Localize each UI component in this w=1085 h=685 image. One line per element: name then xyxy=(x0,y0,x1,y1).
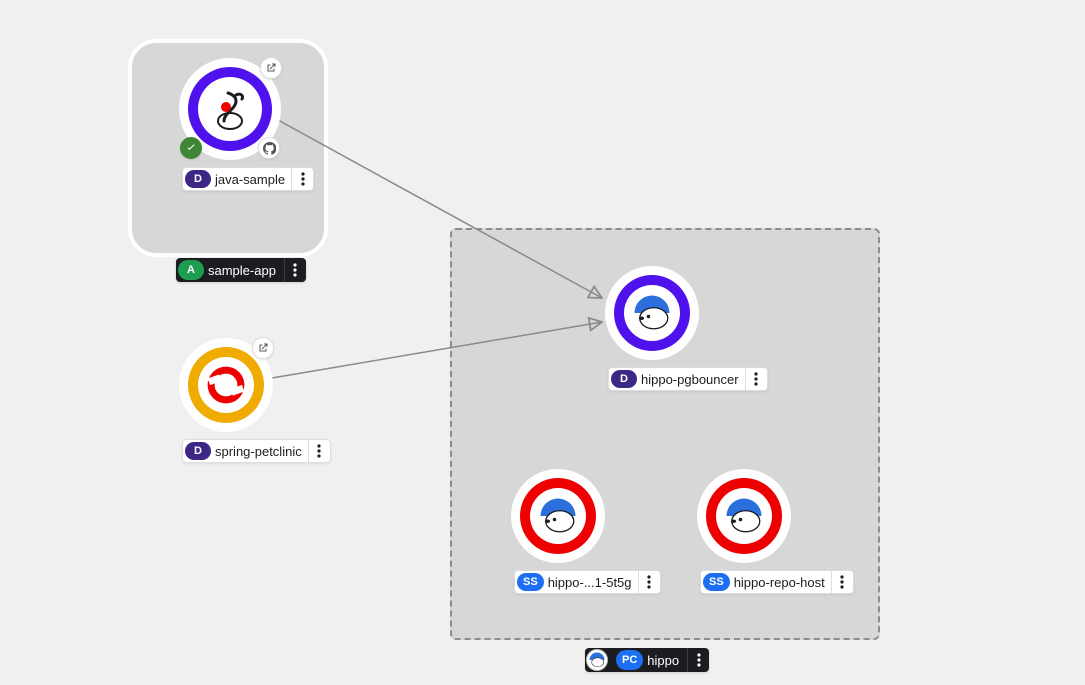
node-label-text: hippo-pgbouncer xyxy=(641,368,745,390)
node-hippo-pgbouncer[interactable]: D hippo-pgbouncer xyxy=(608,269,696,391)
node-menu-button[interactable] xyxy=(745,368,767,390)
node-spring-petclinic[interactable]: D spring-petclinic xyxy=(182,341,270,463)
crunchy-icon xyxy=(624,285,680,341)
crunchy-icon xyxy=(530,488,586,544)
kind-badge: D xyxy=(611,370,637,388)
external-link-icon[interactable] xyxy=(252,337,274,359)
status-check-icon xyxy=(180,137,202,159)
node-label-text: java-sample xyxy=(215,168,291,190)
group-kind-badge: A xyxy=(178,260,204,280)
node-label-row: D java-sample xyxy=(182,167,314,191)
node-java-sample[interactable]: D java-sample xyxy=(182,61,278,191)
node-menu-button[interactable] xyxy=(308,440,330,462)
node-hippo-repo-host[interactable]: SS hippo-repo-host xyxy=(700,472,788,594)
group-label-sample-app[interactable]: A sample-app xyxy=(176,258,306,282)
kind-badge: D xyxy=(185,442,211,460)
external-link-icon[interactable] xyxy=(260,57,282,79)
topology-canvas[interactable]: D java-sample A sample-app xyxy=(0,0,1085,685)
crunchy-icon xyxy=(716,488,772,544)
node-hippo-1-5t5g[interactable]: SS hippo-...1-5t5g xyxy=(514,472,602,594)
node-menu-button[interactable] xyxy=(291,168,313,190)
node-menu-button[interactable] xyxy=(638,571,660,593)
kind-badge: D xyxy=(185,170,211,188)
node-menu-button[interactable] xyxy=(831,571,853,593)
group-label-text: sample-app xyxy=(208,258,284,282)
kind-badge: SS xyxy=(703,573,730,591)
openshift-icon xyxy=(198,357,254,413)
group-menu-button[interactable] xyxy=(284,258,306,282)
node-label-row: D spring-petclinic xyxy=(182,439,331,463)
crunchy-icon xyxy=(586,649,608,671)
node-label-row: D hippo-pgbouncer xyxy=(608,367,768,391)
node-label-text: hippo-...1-5t5g xyxy=(548,571,638,593)
group-menu-button[interactable] xyxy=(687,648,709,672)
java-icon xyxy=(198,77,262,141)
group-kind-badge: PC xyxy=(616,650,643,670)
node-label-row: SS hippo-repo-host xyxy=(700,570,854,594)
group-label-hippo[interactable]: PC hippo xyxy=(585,648,709,672)
node-label-text: hippo-repo-host xyxy=(734,571,831,593)
kind-badge: SS xyxy=(517,573,544,591)
group-label-text: hippo xyxy=(647,648,687,672)
node-label-text: spring-petclinic xyxy=(215,440,308,462)
github-icon[interactable] xyxy=(258,137,280,159)
node-label-row: SS hippo-...1-5t5g xyxy=(514,570,661,594)
